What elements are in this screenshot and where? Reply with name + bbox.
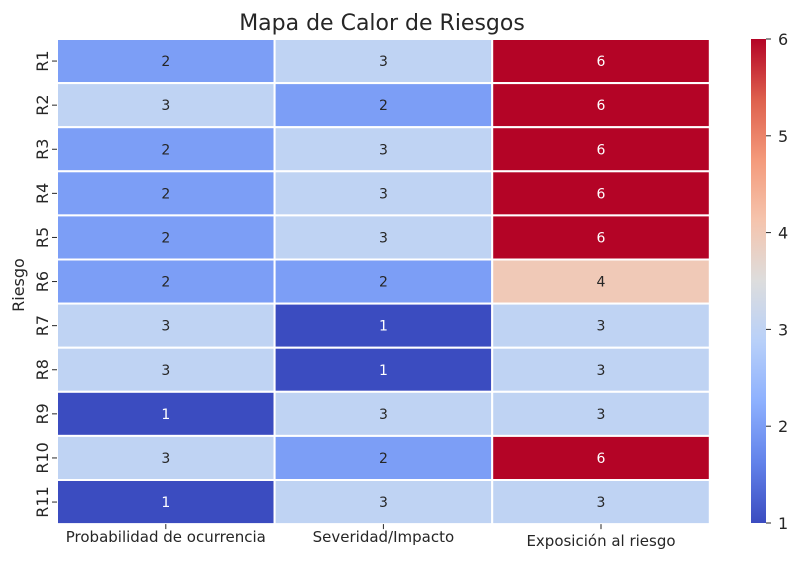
cell-value-r10-2: 2	[379, 451, 388, 467]
cell-value-r2-2: 2	[379, 98, 388, 114]
x-tick-label-2: Severidad/Impacto	[313, 528, 455, 546]
colorbar	[751, 39, 766, 523]
y-tick-label-r3: R3	[33, 139, 52, 160]
cell-value-r3-3: 6	[597, 142, 606, 158]
cell-value-r3-2: 3	[379, 142, 388, 158]
heatmap-cell-r7-2	[273, 302, 494, 349]
y-tick-label-r9: R9	[33, 403, 52, 424]
heatmap-cell-r6-3	[491, 258, 711, 305]
y-tick-label-r2: R2	[33, 95, 52, 116]
colorbar-tick-label-1: 1	[778, 514, 788, 533]
cell-value-r7-3: 3	[597, 319, 606, 335]
heatmap-cell-r10-3	[491, 434, 711, 481]
heatmap-cell-r7-1	[56, 302, 276, 349]
heatmap-cell-r11-3	[491, 479, 711, 526]
cell-value-r8-2: 1	[379, 363, 388, 379]
cell-value-r7-1: 3	[161, 319, 170, 335]
cell-value-r10-1: 3	[161, 451, 170, 467]
y-tick-label-r7: R7	[33, 315, 52, 336]
cell-value-r8-3: 3	[597, 363, 606, 379]
cell-value-r1-2: 3	[379, 54, 388, 70]
heatmap-cell-r10-2	[273, 434, 494, 481]
colorbar-tick-label-2: 2	[778, 417, 788, 436]
cell-value-r4-1: 2	[161, 186, 170, 202]
cell-value-r6-1: 2	[161, 275, 170, 291]
cell-value-r11-3: 3	[597, 495, 606, 511]
cell-value-r2-1: 3	[161, 98, 170, 114]
heatmap-cell-r11-1	[56, 479, 276, 526]
heatmap-cell-r1-2	[273, 38, 494, 85]
cell-value-r11-1: 1	[161, 495, 170, 511]
y-axis-label: Riesgo	[9, 258, 28, 312]
cell-value-r9-2: 3	[379, 407, 388, 423]
chart-title: Mapa de Calor de Riesgos	[239, 11, 525, 36]
heatmap-cell-r6-2	[273, 258, 494, 305]
heatmap-cell-r9-3	[491, 390, 711, 437]
heatmap-cell-r5-2	[273, 214, 494, 261]
cell-value-r11-2: 3	[379, 495, 388, 511]
colorbar-ticks: 1 2 3 4 5 6	[766, 30, 788, 533]
colorbar-tick-label-3: 3	[778, 320, 788, 339]
x-tick-label-3: Exposición al riesgo	[526, 532, 675, 550]
cell-value-r4-3: 6	[597, 186, 606, 202]
cell-value-r4-2: 3	[379, 186, 388, 202]
heatmap-cells	[56, 38, 711, 526]
cell-value-r1-1: 2	[161, 54, 170, 70]
colorbar-tick-label-6: 6	[778, 30, 788, 49]
colorbar-tick-label-5: 5	[778, 127, 788, 146]
colorbar-tick-label-4: 4	[778, 224, 788, 243]
cell-value-r8-1: 3	[161, 363, 170, 379]
y-tick-labels: R1 R2 R3 R4 R5 R6 R7 R8 R9 R10 R11	[33, 50, 57, 518]
cell-value-r5-1: 2	[161, 230, 170, 246]
y-tick-label-r6: R6	[33, 271, 52, 292]
cell-value-r7-2: 1	[379, 319, 388, 335]
x-tick-labels: Probabilidad de ocurrencia Severidad/Impa…	[66, 524, 676, 550]
cell-value-r6-3: 4	[597, 275, 606, 291]
heatmap-cell-r8-1	[56, 346, 276, 393]
y-tick-label-r4: R4	[33, 183, 52, 204]
heatmap-cell-r8-2	[273, 346, 494, 393]
cell-value-r3-1: 2	[161, 142, 170, 158]
y-tick-label-r5: R5	[33, 227, 52, 248]
heatmap-cell-r8-3	[491, 346, 711, 393]
cell-value-r6-2: 2	[379, 275, 388, 291]
x-tick-label-1: Probabilidad de ocurrencia	[66, 528, 266, 546]
cell-value-r5-2: 3	[379, 230, 388, 246]
y-tick-label-r1: R1	[33, 50, 52, 71]
y-tick-label-r11: R11	[33, 486, 52, 517]
cell-value-r2-3: 6	[597, 98, 606, 114]
cell-value-r9-3: 3	[597, 407, 606, 423]
y-tick-label-r10: R10	[33, 442, 52, 473]
heatmap-cell-r2-3	[491, 82, 711, 129]
cell-value-r1-3: 6	[597, 54, 606, 70]
heatmap-cell-r7-3	[491, 302, 711, 349]
heatmap-cell-r10-1	[56, 434, 276, 481]
cell-value-r5-3: 6	[597, 230, 606, 246]
heatmap-cell-labels: 2 3 6 3 2 6 2 3 6 2 3 6 2 3 6 2 2 4 3 1 3 3 1 3 1 3 3 3 2 6 1 3 3	[161, 54, 605, 511]
cell-value-r10-3: 6	[597, 451, 606, 467]
y-tick-label-r8: R8	[33, 359, 52, 380]
cell-value-r9-1: 1	[161, 407, 170, 423]
heatmap-cell-r3-2	[273, 126, 494, 173]
heatmap-cell-r4-3	[491, 170, 711, 217]
